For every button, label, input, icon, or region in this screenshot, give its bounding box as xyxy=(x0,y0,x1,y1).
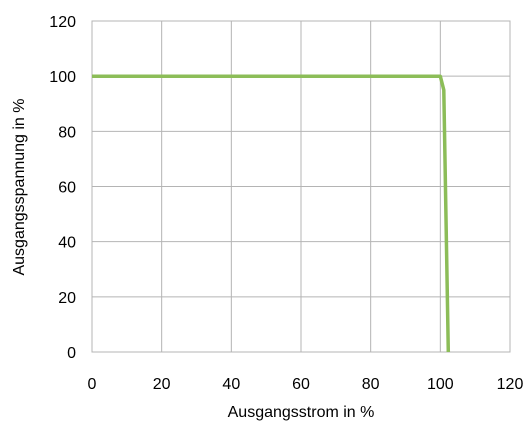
series-layer xyxy=(92,74,451,353)
plot-area xyxy=(91,20,511,353)
series-line xyxy=(92,74,451,353)
x-tick-label: 40 xyxy=(222,376,240,393)
y-axis-label: Ausgangsspannung in % xyxy=(11,98,28,275)
y-tick-label: 40 xyxy=(58,235,76,252)
y-tick-label: 0 xyxy=(67,345,76,362)
x-tick-label: 120 xyxy=(497,376,524,393)
y-tick-label: 120 xyxy=(49,14,76,31)
plot-border xyxy=(91,20,511,353)
x-tick-label: 80 xyxy=(362,376,380,393)
y-tick-label: 100 xyxy=(49,69,76,86)
x-tick-label: 60 xyxy=(292,376,310,393)
x-tick-label: 0 xyxy=(88,376,97,393)
x-tick-label: 100 xyxy=(427,376,454,393)
x-axis-label: Ausgangsstrom in % xyxy=(228,404,375,421)
x-tick-label: 20 xyxy=(153,376,171,393)
y-tick-label: 20 xyxy=(58,290,76,307)
x-tick-labels: 0 20 40 60 80 100 120 xyxy=(88,376,524,393)
y-tick-label: 80 xyxy=(58,124,76,141)
y-tick-labels: 0 20 40 60 80 100 120 xyxy=(49,14,76,362)
y-tick-label: 60 xyxy=(58,180,76,197)
